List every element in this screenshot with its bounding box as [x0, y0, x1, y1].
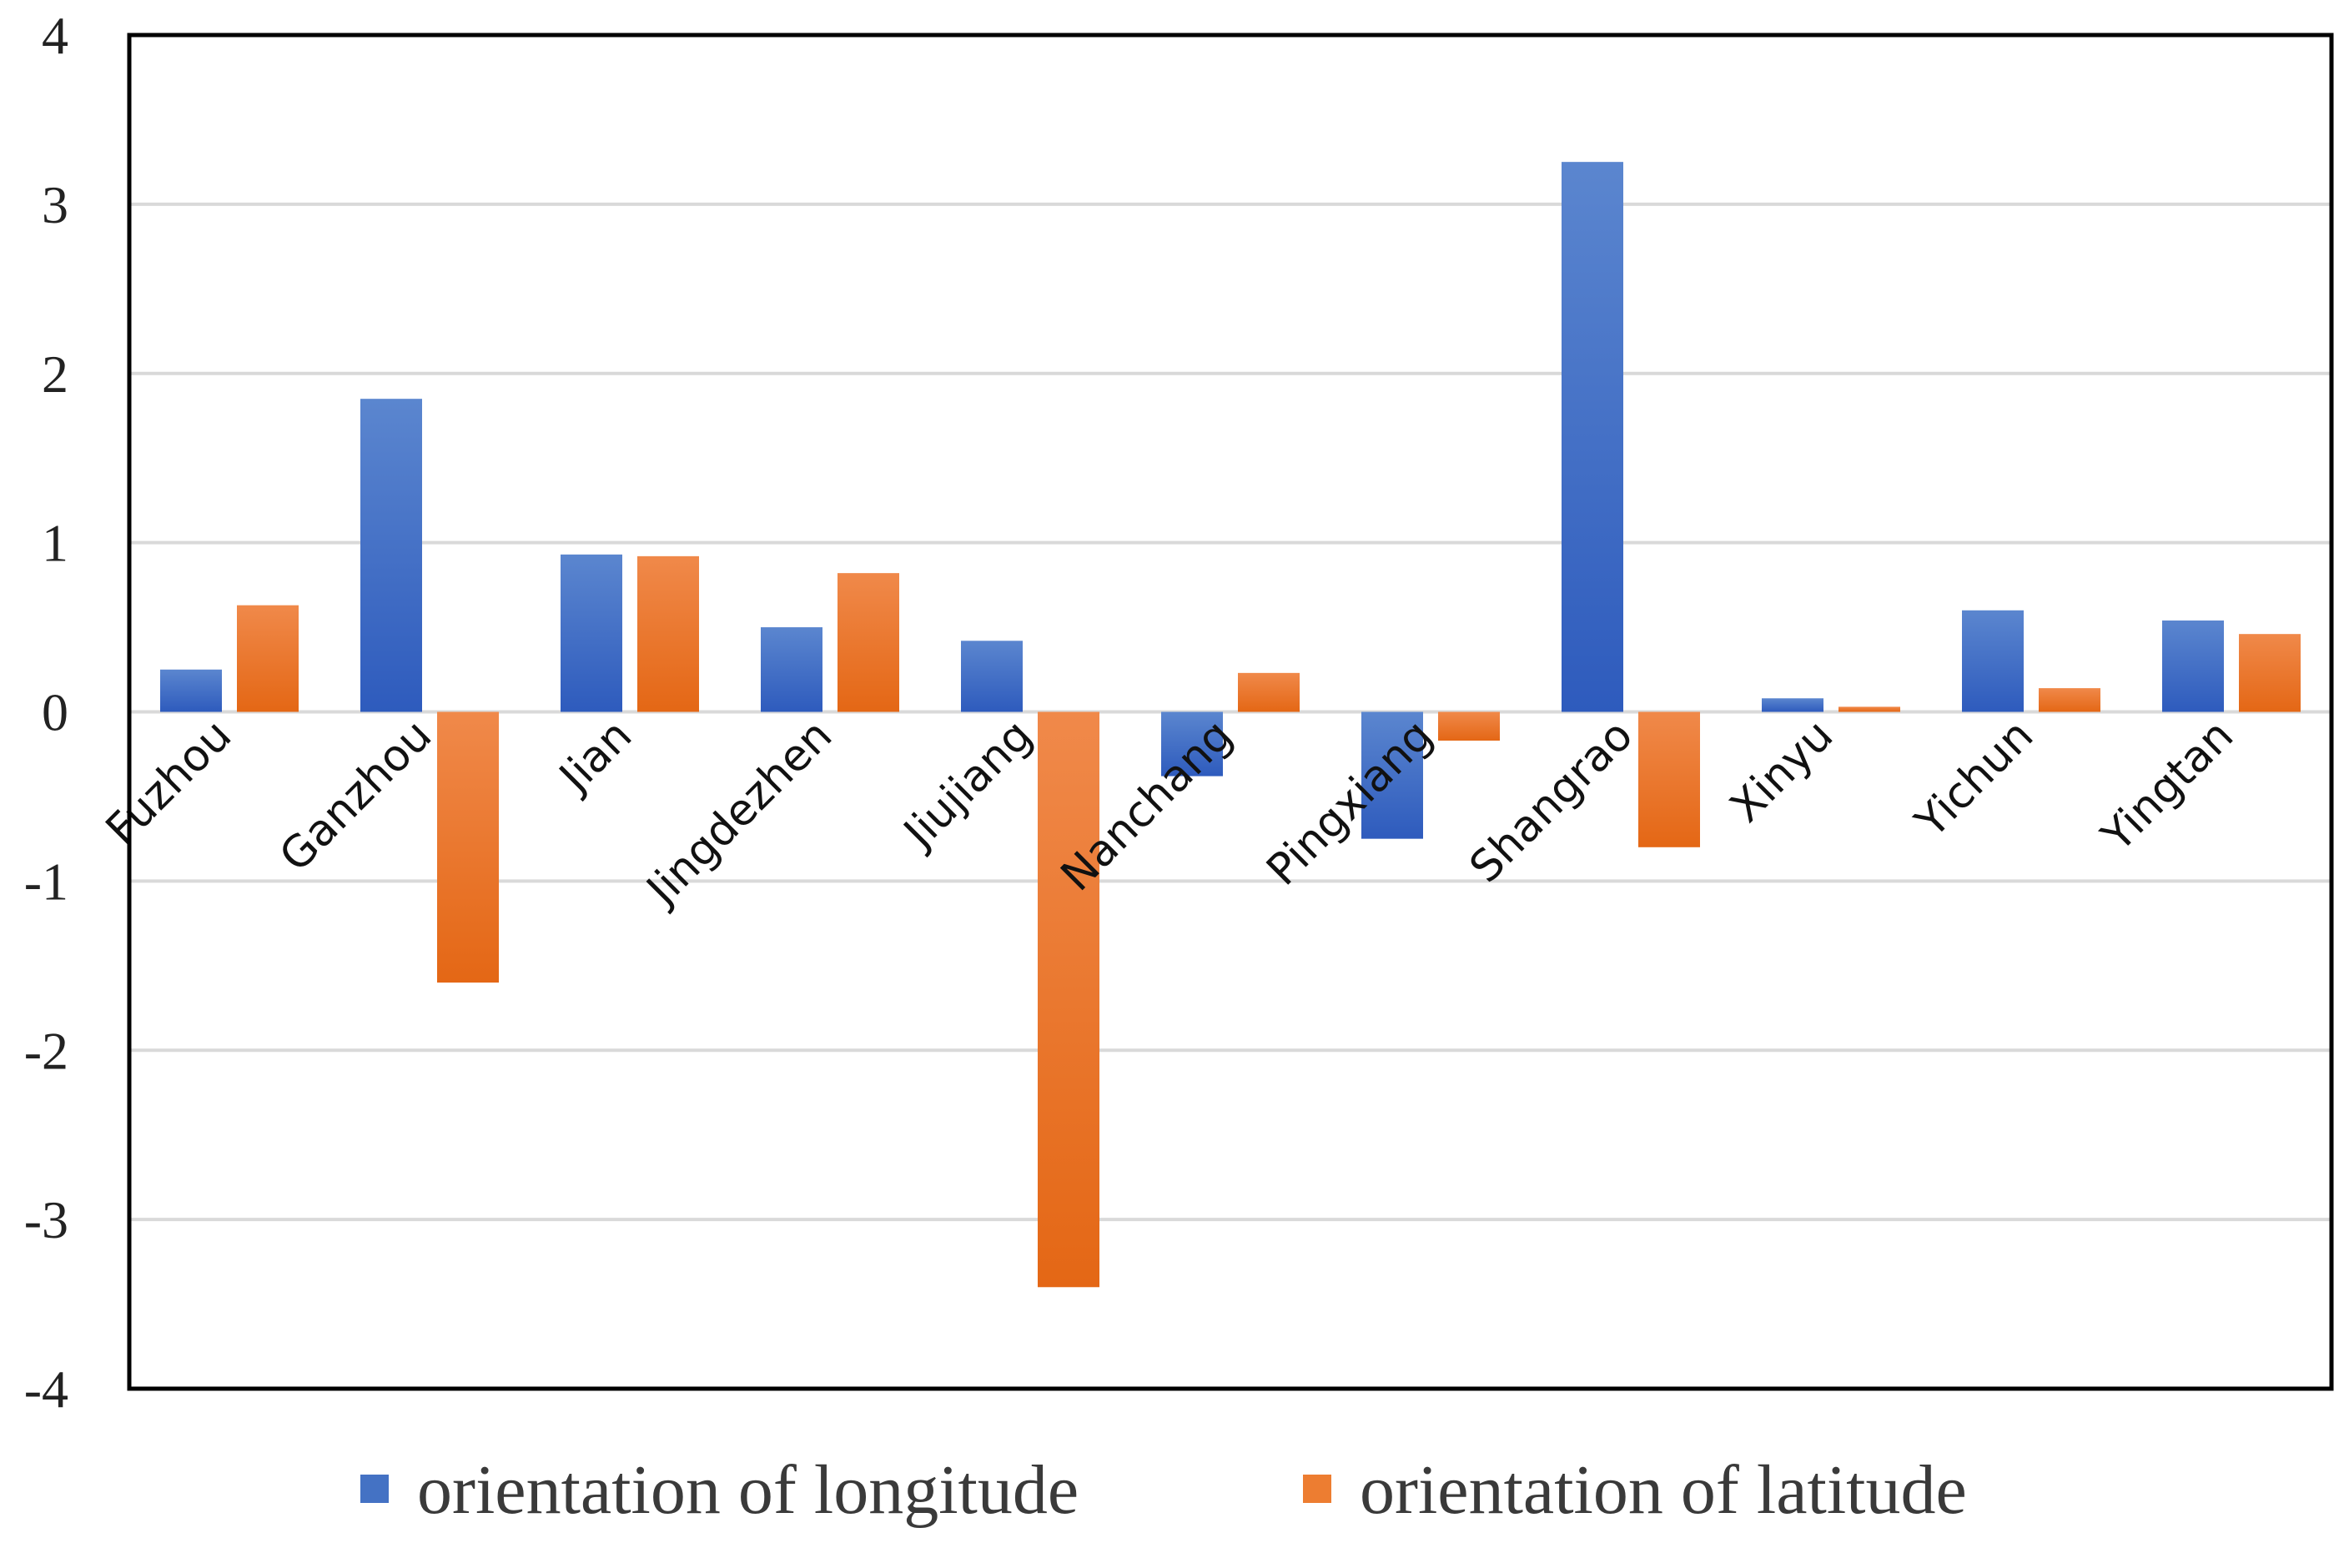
bar-longitude-nanchang: [1161, 711, 1223, 776]
bar-latitude-yichun: [2039, 688, 2100, 712]
bar-latitude-xinyu: [1838, 706, 1900, 712]
legend-label-longitude: orientation of longitude: [417, 1451, 1079, 1529]
bar-latitude-nanchang: [1238, 672, 1300, 712]
bar-longitude-pingxiang: [1361, 711, 1423, 839]
bar-latitude-ganzhou: [437, 711, 499, 983]
plot-frame: [127, 33, 2334, 1391]
bar-latitude-jian: [637, 555, 699, 712]
x-tick-label-yichun: Yichun: [1906, 711, 2044, 848]
x-tick-label-ganzhou: Ganzhou: [270, 711, 441, 882]
x-tick-label-jian: Jian: [549, 711, 641, 803]
legend-swatch-latitude: [1303, 1475, 1331, 1503]
bar-latitude-jiujiang: [1038, 711, 1099, 1288]
bar-longitude-yichun: [1962, 610, 2024, 712]
bar-latitude-shangrao: [1638, 711, 1700, 847]
bar-longitude-xinyu: [1762, 698, 1823, 712]
y-tick-label: 0: [42, 683, 68, 742]
x-tick-label-fuzhou: Fuzhou: [97, 711, 241, 855]
bar-longitude-jiujiang: [961, 641, 1023, 712]
legend-label-latitude: orientation of latitude: [1360, 1451, 1967, 1529]
bar-longitude-fuzhou: [160, 669, 222, 712]
bar-latitude-jingdezhen: [838, 573, 899, 712]
bar-longitude-shangrao: [1562, 162, 1623, 712]
bar-longitude-ganzhou: [360, 399, 422, 712]
legend: orientation of longitude orientation of l…: [360, 1451, 1967, 1529]
bar-longitude-yingtan: [2162, 620, 2224, 712]
bar-longitude-jian: [561, 554, 622, 712]
legend-swatch-longitude: [360, 1475, 389, 1503]
bars: [160, 162, 2301, 1288]
bar-latitude-fuzhou: [237, 605, 299, 712]
y-tick-label: -3: [24, 1190, 68, 1249]
bar-latitude-yingtan: [2239, 634, 2301, 712]
y-tick-label: -4: [24, 1359, 68, 1419]
x-tick-label-jiujiang: Jiujiang: [893, 711, 1043, 860]
x-tick-label-xinyu: Xinyu: [1721, 711, 1843, 832]
y-tick-label: 2: [42, 344, 68, 404]
y-tick-label: 3: [42, 175, 68, 234]
y-axis-ticks: -4 -3 -2 -1 0 1 2 3 4: [24, 6, 68, 1419]
y-tick-label: 4: [42, 6, 68, 65]
y-tick-label: 1: [42, 514, 68, 573]
x-tick-label-yingtan: Yingtan: [2092, 711, 2243, 862]
y-tick-label: -2: [24, 1021, 68, 1080]
bar-latitude-pingxiang: [1438, 711, 1500, 741]
y-tick-label: -1: [24, 852, 68, 911]
bar-longitude-jingdezhen: [761, 627, 822, 712]
x-tick-label-jingdezhen: Jingdezhen: [636, 711, 842, 917]
